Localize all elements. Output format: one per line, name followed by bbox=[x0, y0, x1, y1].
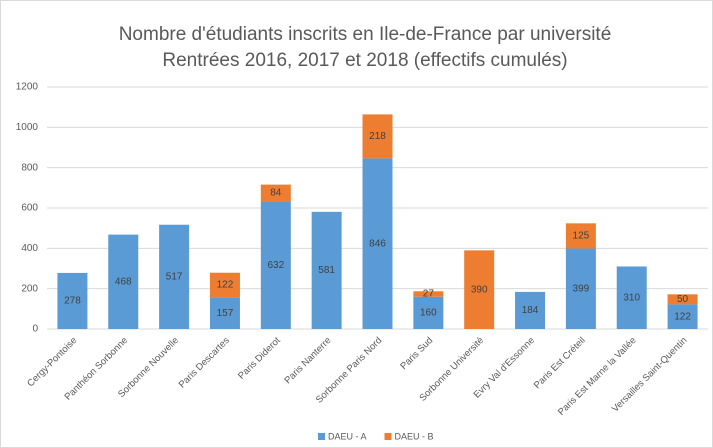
y-tick-label: 600 bbox=[21, 203, 38, 214]
legend-swatch bbox=[384, 433, 392, 440]
data-label: 125 bbox=[573, 231, 590, 242]
data-label: 399 bbox=[573, 283, 590, 294]
data-label: 160 bbox=[420, 308, 437, 319]
data-label: 27 bbox=[423, 289, 435, 300]
bar-segment bbox=[311, 211, 342, 329]
data-label: 122 bbox=[217, 280, 234, 291]
bar-segment bbox=[260, 201, 291, 329]
y-tick-label: 800 bbox=[21, 162, 38, 173]
chart-subtitle: Rentrées 2016, 2017 et 2018 (effectifs c… bbox=[162, 50, 567, 71]
data-label: 310 bbox=[623, 292, 640, 303]
data-label: 84 bbox=[270, 188, 282, 199]
bar-segment bbox=[667, 294, 698, 305]
bar-segment bbox=[362, 114, 393, 159]
bar-segment bbox=[565, 248, 596, 329]
bar-segment bbox=[515, 291, 546, 329]
bar-segment bbox=[159, 224, 190, 329]
data-label: 278 bbox=[64, 296, 81, 307]
bar-segment bbox=[209, 272, 240, 298]
data-label: 468 bbox=[115, 276, 132, 287]
data-label: 581 bbox=[318, 265, 335, 276]
bar-segment bbox=[260, 184, 291, 202]
y-tick-label: 200 bbox=[21, 283, 38, 294]
legend-label: DAEU - B bbox=[395, 431, 434, 441]
bar-segment bbox=[616, 266, 647, 329]
bar-segment bbox=[565, 223, 596, 249]
y-tick-label: 1000 bbox=[16, 122, 39, 133]
bar-segment bbox=[57, 272, 88, 329]
y-tick-label: 0 bbox=[32, 324, 38, 335]
bar-segment bbox=[667, 304, 698, 329]
legend-swatch bbox=[318, 433, 325, 440]
bar-segment bbox=[362, 158, 393, 329]
chart-title: Nombre d'étudiants inscrits en Ile-de-Fr… bbox=[119, 24, 612, 45]
data-label: 390 bbox=[471, 284, 488, 295]
legend-label: DAEU - A bbox=[328, 431, 367, 441]
data-label: 846 bbox=[369, 238, 386, 249]
data-label: 184 bbox=[522, 305, 539, 316]
bar-segment bbox=[108, 234, 139, 329]
data-label: 157 bbox=[217, 308, 234, 319]
y-tick-label: 1200 bbox=[16, 82, 39, 93]
bar-segment bbox=[464, 250, 495, 329]
data-label: 632 bbox=[267, 260, 284, 271]
bar-segment bbox=[209, 297, 240, 329]
data-label: 517 bbox=[166, 272, 183, 283]
data-label: 122 bbox=[674, 311, 691, 322]
bar-segment bbox=[413, 296, 444, 329]
y-tick-label: 400 bbox=[21, 243, 38, 254]
data-label: 50 bbox=[677, 294, 689, 305]
bar-segment bbox=[413, 291, 444, 297]
data-label: 218 bbox=[369, 131, 386, 142]
